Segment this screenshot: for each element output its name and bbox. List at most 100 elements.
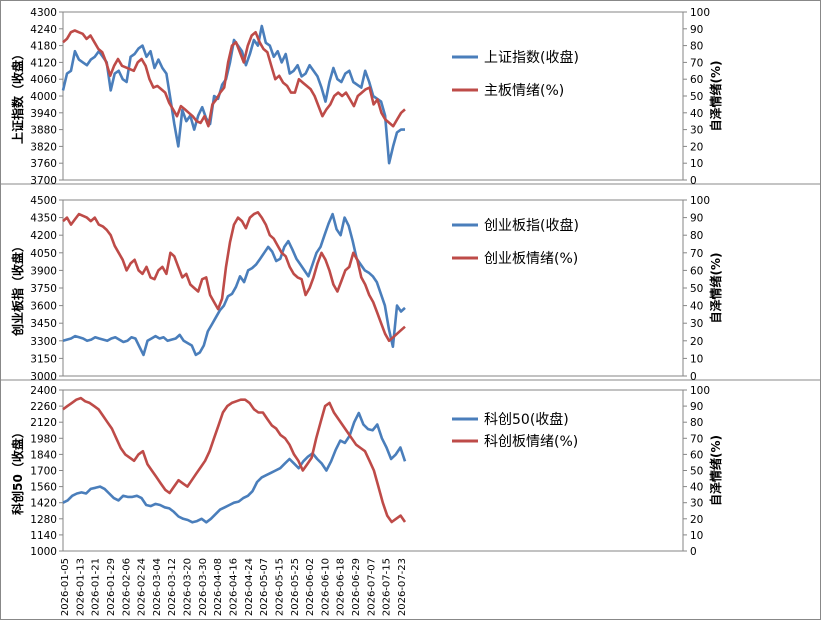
left-axis-tick-label: 3750 <box>30 283 57 295</box>
date-tick-label: 2026-04-24 <box>244 558 255 616</box>
right-axis-tick-label: 20 <box>690 141 703 153</box>
left-axis-tick-label: 4000 <box>30 91 57 103</box>
left-axis-title: 科创50（收盘） <box>10 426 25 515</box>
left-axis-tick-label: 4240 <box>30 24 57 36</box>
date-tick-label: 2026-01-21 <box>91 558 102 616</box>
right-axis-tick-label: 70 <box>690 57 703 69</box>
legend-label: 创业板指(收盘) <box>484 217 579 234</box>
right-axis-tick-label: 90 <box>690 213 703 225</box>
right-axis-tick-label: 100 <box>690 195 710 207</box>
right-axis-tick-label: 10 <box>690 353 703 365</box>
right-axis-tick-label: 100 <box>690 7 710 19</box>
right-axis-tick-label: 0 <box>690 546 697 558</box>
right-axis-title: 自泽情绪(%) <box>708 253 723 324</box>
left-axis-title: 创业板指（收盘） <box>10 240 25 337</box>
left-axis-tick-label: 3700 <box>30 175 57 187</box>
legend-label: 创业板情绪(%) <box>484 251 578 267</box>
index-series-line <box>61 24 405 165</box>
date-tick-label: 2026-04-16 <box>229 558 240 616</box>
date-tick-label: 2026-06-29 <box>351 558 362 616</box>
right-axis-tick-label: 20 <box>690 514 703 526</box>
sentiment-series-line <box>62 396 407 524</box>
right-axis-tick-label: 30 <box>690 125 703 137</box>
right-axis-title: 自泽情绪(%) <box>708 61 723 132</box>
date-tick-label: 2026-03-20 <box>183 558 194 616</box>
right-axis-tick-label: 30 <box>690 498 703 510</box>
left-axis-tick-label: 4120 <box>30 57 57 69</box>
date-tick-label: 2026-05-15 <box>274 558 285 616</box>
right-axis-tick-label: 50 <box>690 283 703 295</box>
date-tick-label: 2026-07-23 <box>397 558 408 616</box>
left-axis-tick-label: 3300 <box>30 336 57 348</box>
right-axis-tick-label: 50 <box>690 466 703 478</box>
date-tick-label: 2026-02-24 <box>137 558 148 616</box>
sentiment-series-line <box>62 211 406 343</box>
right-axis-tick-label: 10 <box>690 530 703 542</box>
left-axis-tick-label: 3940 <box>30 108 57 120</box>
left-axis-tick-label: 3000 <box>30 371 57 383</box>
right-axis-tick-label: 60 <box>690 265 703 277</box>
index-series-line <box>62 411 407 524</box>
right-axis-tick-label: 10 <box>690 158 703 170</box>
right-axis-tick-label: 80 <box>690 230 703 242</box>
date-tick-label: 2026-02-06 <box>121 558 132 616</box>
left-axis-tick-label: 3450 <box>30 318 57 330</box>
date-tick-label: 2026-06-18 <box>336 558 347 616</box>
date-tick-label: 2026-01-13 <box>75 558 86 616</box>
left-axis-tick-label: 1280 <box>30 514 57 526</box>
left-axis-tick-label: 1560 <box>30 482 57 494</box>
date-tick-label: 2026-04-08 <box>213 558 224 616</box>
left-axis-tick-label: 4060 <box>30 74 57 86</box>
right-axis-tick-label: 70 <box>690 433 703 445</box>
right-axis-tick-label: 40 <box>690 301 703 313</box>
right-axis-title: 自泽情绪(%) <box>708 435 723 506</box>
right-axis-tick-label: 60 <box>690 449 703 461</box>
left-axis-tick-label: 3820 <box>30 141 57 153</box>
right-axis-tick-label: 80 <box>690 41 703 53</box>
date-tick-label: 2026-05-07 <box>259 558 270 616</box>
right-axis-tick-label: 0 <box>690 371 697 383</box>
right-axis-tick-label: 50 <box>690 91 703 103</box>
date-tick-label: 2026-03-12 <box>167 558 178 616</box>
date-tick-label: 2026-03-30 <box>198 558 209 616</box>
date-tick-label: 2026-07-15 <box>382 558 393 616</box>
left-axis-tick-label: 3880 <box>30 125 57 137</box>
left-axis-tick-label: 1000 <box>30 546 57 558</box>
left-axis-tick-label: 3600 <box>30 301 57 313</box>
date-tick-label: 2026-05-25 <box>290 558 301 616</box>
legend-label: 主板情绪(%) <box>484 83 564 99</box>
left-axis-tick-label: 2400 <box>30 385 57 397</box>
date-tick-label: 2026-03-04 <box>152 558 163 616</box>
right-axis-tick-label: 40 <box>690 482 703 494</box>
plot-area <box>62 199 684 377</box>
right-axis-tick-label: 20 <box>690 336 703 348</box>
right-axis-tick-label: 80 <box>690 417 703 429</box>
left-axis-tick-label: 4350 <box>30 213 57 225</box>
date-tick-label: 2026-06-10 <box>320 558 331 616</box>
right-axis-tick-label: 100 <box>690 385 710 397</box>
legend-label: 上证指数(收盘) <box>484 49 579 66</box>
left-axis-tick-label: 1700 <box>30 466 57 478</box>
right-axis-tick-label: 90 <box>690 401 703 413</box>
left-axis-tick-label: 4200 <box>30 230 57 242</box>
left-axis-tick-label: 1980 <box>30 433 57 445</box>
left-axis-tick-label: 2260 <box>30 401 57 413</box>
left-axis-tick-label: 1420 <box>30 498 57 510</box>
legend-label: 科创板情绪(%) <box>484 434 578 450</box>
right-axis-tick-label: 0 <box>690 175 697 187</box>
left-axis-tick-label: 3150 <box>30 353 57 365</box>
left-axis-tick-label: 4180 <box>30 41 57 53</box>
left-axis-tick-label: 4050 <box>30 248 57 260</box>
left-axis-title: 上证指数（收盘） <box>10 48 25 144</box>
date-tick-label: 2026-07-07 <box>366 558 377 616</box>
date-tick-label: 2026-06-02 <box>305 558 316 616</box>
right-axis-tick-label: 70 <box>690 248 703 260</box>
sentiment-series-line <box>62 29 406 128</box>
index-series-line <box>62 212 406 357</box>
left-axis-tick-label: 1840 <box>30 449 57 461</box>
right-axis-tick-label: 60 <box>690 74 703 86</box>
right-axis-tick-label: 30 <box>690 318 703 330</box>
right-axis-tick-label: 40 <box>690 108 703 120</box>
right-axis-tick-label: 90 <box>690 24 703 36</box>
